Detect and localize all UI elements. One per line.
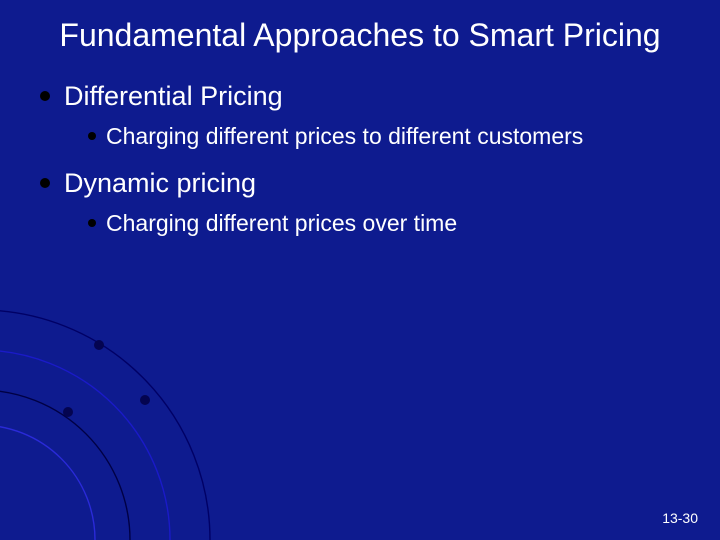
slide-title: Fundamental Approaches to Smart Pricing [0,0,720,62]
bullet-level1: Dynamic pricing [40,167,680,201]
bullet-level2: Charging different prices over time [88,209,680,238]
bullet-text: Differential Pricing [64,80,283,114]
bullet-level1: Differential Pricing [40,80,680,114]
bullet-text: Charging different prices over time [106,209,457,238]
decorative-arcs-icon [0,260,260,540]
bullet-icon [88,219,96,227]
bullet-icon [40,178,50,188]
bullet-icon [88,132,96,140]
bullet-text: Charging different prices to different c… [106,122,583,151]
slide-content: Differential Pricing Charging different … [0,62,720,237]
bullet-icon [40,91,50,101]
page-number: 13-30 [662,510,698,526]
bullet-level2: Charging different prices to different c… [88,122,680,151]
bullet-text: Dynamic pricing [64,167,256,201]
slide: Fundamental Approaches to Smart Pricing … [0,0,720,540]
